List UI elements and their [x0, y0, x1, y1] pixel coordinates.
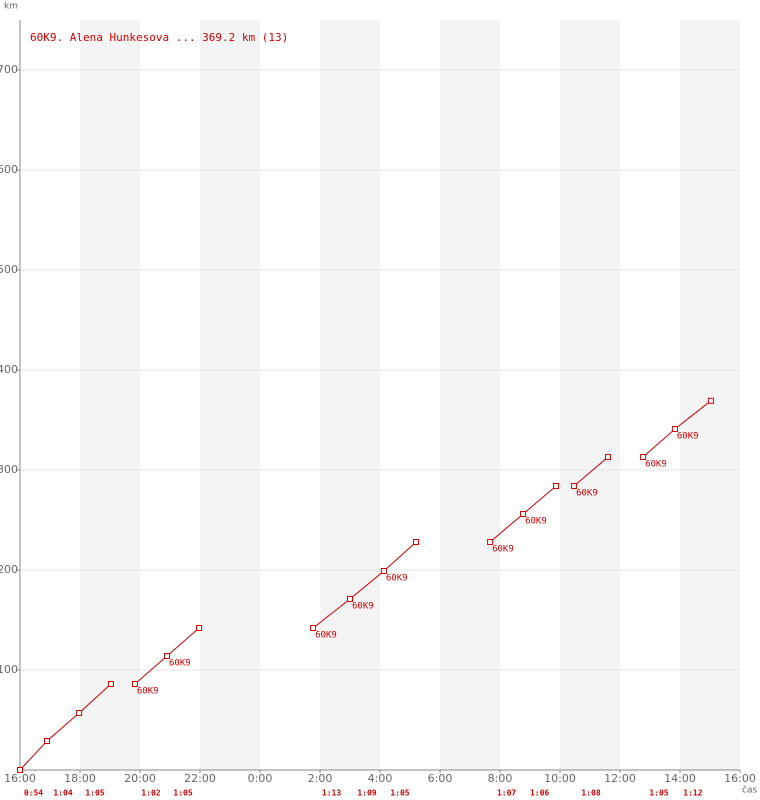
lap-time: 1:02	[141, 789, 160, 798]
x-axis-label: čas	[742, 785, 757, 796]
marker	[671, 426, 678, 432]
x-tick-label: 20:00	[124, 772, 156, 785]
y-tick-label: 200	[0, 563, 18, 576]
point-label: 60K9	[137, 687, 159, 697]
x-tick-label: 0:00	[248, 772, 273, 785]
x-tick-label: 8:00	[488, 772, 513, 785]
x-tick-label: 16:00	[4, 772, 36, 785]
marker	[131, 681, 138, 687]
point-label: 60K9	[169, 659, 191, 669]
line-piece	[573, 456, 609, 487]
x-tick-label: 10:00	[544, 772, 576, 785]
background	[20, 20, 740, 770]
x-tick-label: 2:00	[308, 772, 333, 785]
lap-time: 1:13	[322, 789, 341, 798]
lap-time: 1:05	[173, 789, 192, 798]
point-label: 60K9	[386, 574, 408, 584]
band	[320, 20, 380, 770]
marker	[571, 483, 578, 489]
lap-time: 1:07	[497, 789, 516, 798]
marker	[347, 596, 353, 602]
marker	[17, 767, 23, 773]
lap-time: 1:08	[581, 789, 600, 798]
marker	[640, 454, 647, 460]
x-tick-label: 18:00	[64, 772, 96, 785]
point-label: 60K9	[492, 545, 514, 555]
band	[200, 20, 260, 770]
marker	[44, 738, 50, 744]
y-axis-label: km	[4, 2, 18, 12]
band	[680, 20, 740, 770]
marker	[605, 454, 611, 460]
point-label: 60K9	[352, 602, 374, 612]
marker	[707, 397, 714, 404]
marker	[196, 625, 203, 631]
x-tick-label: 16:00	[724, 772, 756, 785]
y-tick-label: 700	[0, 63, 18, 76]
y-tick-label: 500	[0, 263, 18, 276]
chart-title: 60K9. Alena Hunkesova ... 369.2 km (13)	[30, 31, 288, 44]
y-tick-label: 600	[0, 163, 18, 176]
lap-time: 1:05	[390, 789, 409, 798]
point-label: 60K9	[315, 631, 337, 641]
y-tick-label: 100	[0, 663, 18, 676]
band	[80, 20, 140, 770]
marker	[76, 710, 83, 716]
lap-time: 1:06	[530, 789, 549, 798]
lap-time: 0:54	[24, 789, 43, 798]
band	[560, 20, 620, 770]
x-tick-label: 22:00	[184, 772, 216, 785]
lap-time: 1:04	[53, 789, 72, 798]
y-tick-label: 300	[0, 463, 18, 476]
point-label: 60K9	[677, 432, 699, 442]
lap-time: 1:05	[649, 789, 668, 798]
marker	[520, 511, 527, 517]
line-piece	[19, 683, 112, 771]
lap-time: 1:09	[357, 789, 376, 798]
x-tick-label: 6:00	[428, 772, 453, 785]
marker	[164, 653, 170, 659]
x-tick-label: 4:00	[368, 772, 393, 785]
marker	[310, 625, 317, 631]
point-label: 60K9	[645, 460, 667, 470]
marker	[487, 539, 494, 545]
lap-time: 1:12	[683, 789, 702, 798]
point-label: 60K9	[576, 489, 598, 499]
y-tick-label: 400	[0, 363, 18, 376]
marker	[553, 483, 560, 489]
x-tick-label: 12:00	[604, 772, 636, 785]
x-tick-label: 14:00	[664, 772, 696, 785]
marker	[380, 568, 387, 574]
line-piece	[312, 541, 417, 629]
marker	[413, 539, 419, 545]
lap-time: 1:05	[85, 789, 104, 798]
band	[440, 20, 500, 770]
marker	[107, 681, 114, 687]
point-label: 60K9	[525, 517, 547, 527]
